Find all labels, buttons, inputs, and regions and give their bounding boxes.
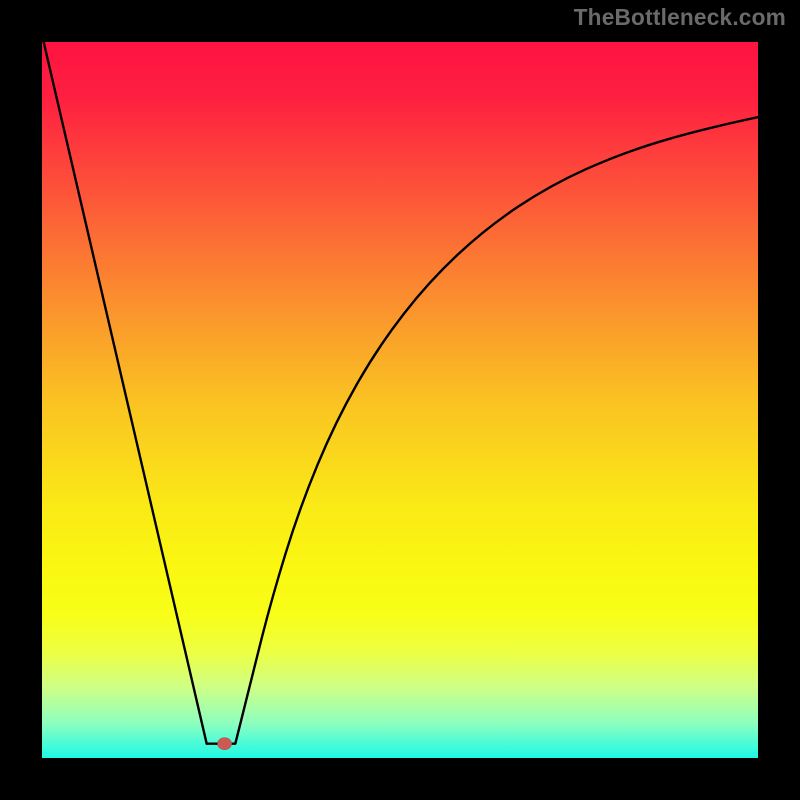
bottleneck-curve	[42, 42, 758, 744]
plot-area	[42, 42, 758, 758]
watermark: TheBottleneck.com	[574, 4, 786, 31]
optimal-marker	[218, 738, 232, 750]
curve-layer	[42, 42, 758, 758]
